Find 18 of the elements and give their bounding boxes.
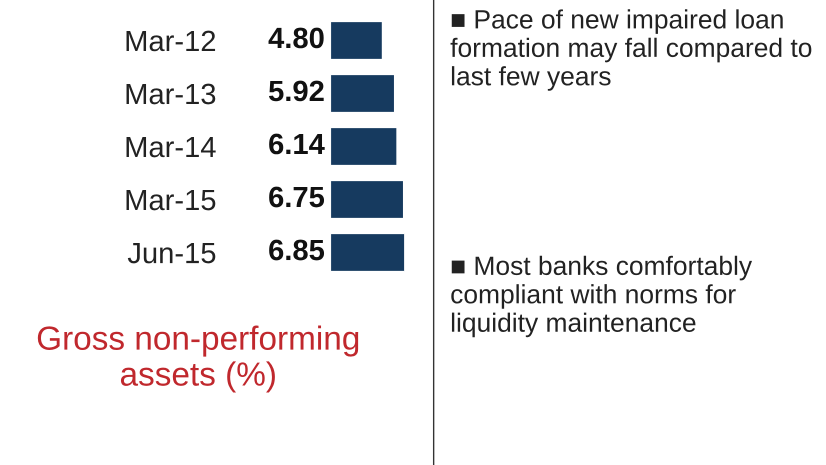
bar xyxy=(330,180,404,220)
data-label: 6.75 xyxy=(269,186,324,208)
data-label: 6.14 xyxy=(269,134,325,154)
y-tick-label: Mar-15 xyxy=(126,190,216,210)
text: Gross non-performing assets (%) xyxy=(38,326,358,392)
bar xyxy=(330,232,405,272)
bar xyxy=(330,20,384,60)
text: ■ Most banks comfortably compliant with norms for liquidity maintenance xyxy=(451,256,752,338)
text: ■ Pace of new impaired loan formation may fall compared to last few years xyxy=(450,9,812,91)
y-tick-label: Mar-14 xyxy=(126,136,216,158)
data-label: 4.80 xyxy=(268,28,324,48)
y-tick-label: Mar-12 xyxy=(126,30,216,52)
y-tick-label: Jun-15 xyxy=(128,243,216,264)
bar xyxy=(330,126,398,166)
data-label: 5.92 xyxy=(268,80,324,102)
data-label: 6.85 xyxy=(269,240,324,260)
bar xyxy=(330,74,396,114)
y-tick-label: Mar-13 xyxy=(126,84,216,104)
